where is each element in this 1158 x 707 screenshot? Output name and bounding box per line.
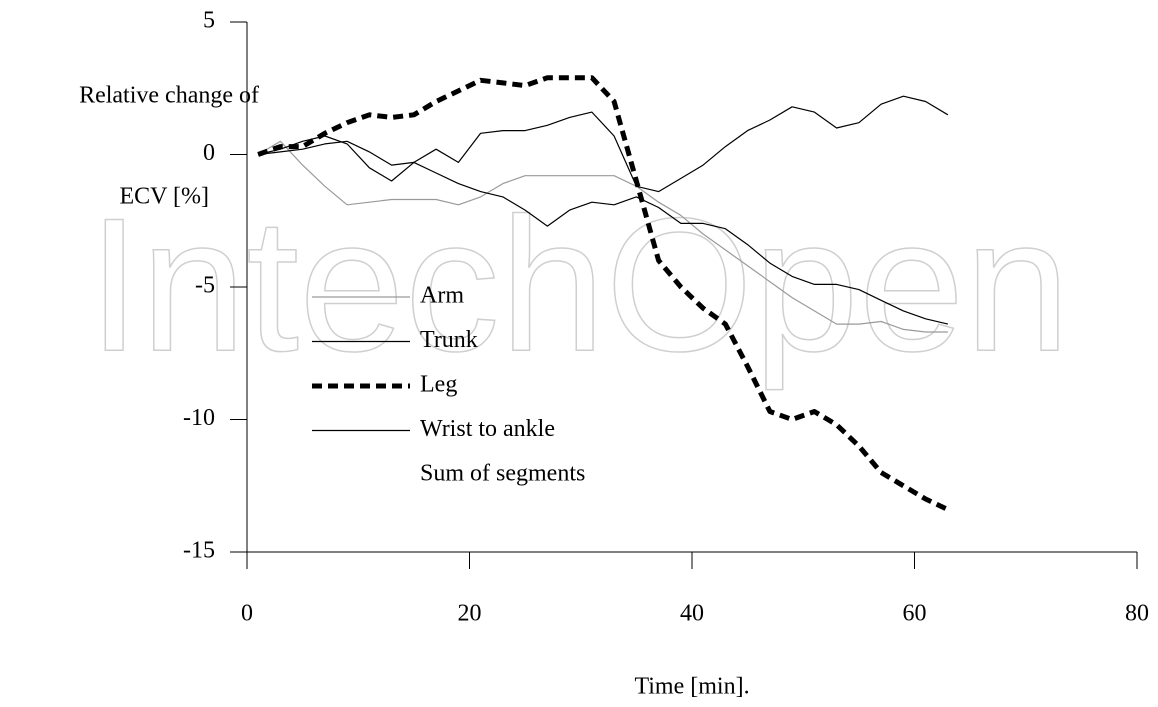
legend-label: Trunk	[420, 327, 478, 353]
x-axis-title: Time [min].	[634, 674, 749, 700]
x-tick-label: 80	[1125, 601, 1149, 627]
legend-label: Arm	[420, 283, 464, 309]
series-line	[258, 140, 949, 325]
x-tick-label: 40	[680, 601, 704, 627]
y-tick-label: -15	[183, 538, 215, 564]
legend-label: Wrist to ankle	[420, 416, 555, 442]
x-tick-label: 20	[458, 601, 482, 627]
series-line	[257, 75, 949, 512]
x-tick-label: 60	[903, 601, 927, 627]
legend-label: Sum of segments	[420, 461, 585, 487]
x-tick-label: 0	[241, 601, 253, 627]
y-axis-title: Relative change of	[79, 83, 259, 109]
series-line	[257, 95, 949, 193]
y-tick-label: -10	[183, 405, 215, 431]
series-line	[257, 140, 948, 333]
y-tick-label: -5	[195, 273, 215, 299]
legend-label: Leg	[420, 372, 457, 398]
y-tick-label: 5	[203, 8, 215, 34]
y-tick-label: 0	[203, 140, 215, 166]
watermark: IntechOpen	[88, 179, 1070, 391]
y-axis-title: ECV [%]	[119, 184, 209, 210]
